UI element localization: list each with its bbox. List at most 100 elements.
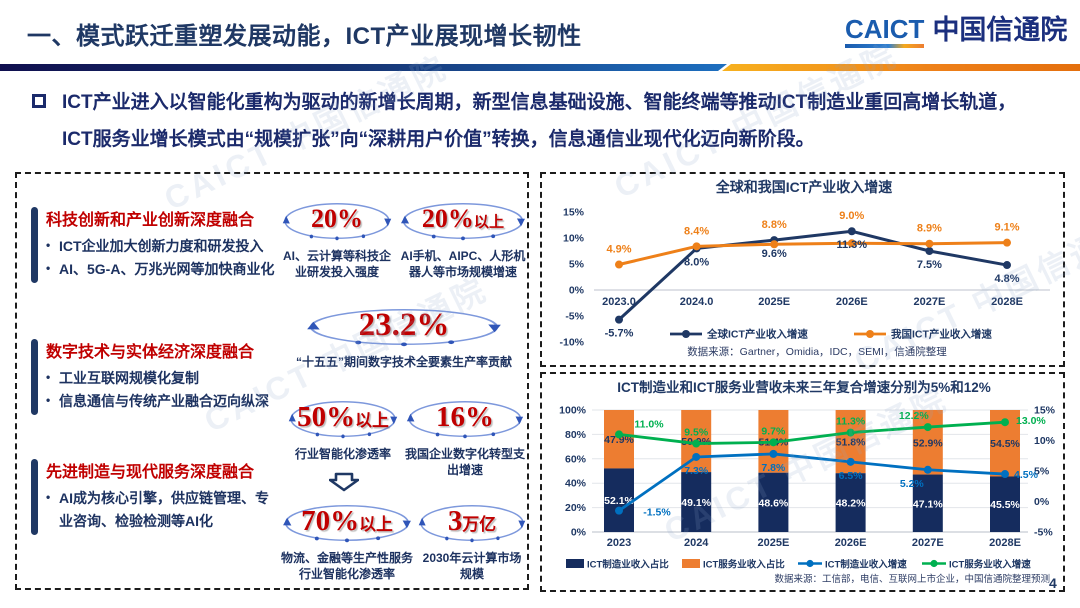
svg-text:9.5%: 9.5% xyxy=(684,427,709,439)
stat-caption: AI手机、AIPC、人形机器人等市场规模增速 xyxy=(400,249,526,280)
svg-text:数据来源：工信部，电信、互联网上市企业，中国信通院整理预测: 数据来源：工信部，电信、互联网上市企业，中国信通院整理预测 xyxy=(774,573,1050,585)
svg-text:47.9%: 47.9% xyxy=(604,434,634,446)
cycle-ellipse-icon xyxy=(288,400,398,439)
svg-text:7.8%: 7.8% xyxy=(761,462,786,474)
svg-text:20%: 20% xyxy=(565,502,587,514)
svg-text:全球和我国ICT产业收入增速: 全球和我国ICT产业收入增速 xyxy=(715,179,893,195)
fusion-sections: 科技创新和产业创新深度融合 • ICT企业加大创新力度和研发投入 • AI、5G-A… xyxy=(29,174,281,588)
intro-paragraph: ICT产业进入以智能化重构为驱动的新增长周期，新型信息基础设施、智能终端等推动I… xyxy=(30,84,1045,158)
page-title: 一、模式跃迁重塑发展动能，ICT产业展现增长韧性 xyxy=(27,23,582,50)
ict-structure-growth-chart: ICT制造业和ICT服务业营收未来三年复合增速分别为5%和12% 100% 80% 6… xyxy=(542,374,1063,590)
section-bullet: • ICT企业加大创新力度和研发投入 xyxy=(46,235,281,258)
svg-text:ICT制造业收入占比: ICT制造业收入占比 xyxy=(587,559,669,571)
svg-text:5.2%: 5.2% xyxy=(900,478,925,490)
bullet-text: 工业互联网规模化复制 xyxy=(59,370,199,386)
bullet-dot-icon: • xyxy=(46,490,51,504)
svg-text:10%: 10% xyxy=(1034,435,1056,447)
svg-text:4.5%: 4.5% xyxy=(1014,469,1039,481)
svg-text:-5.7%: -5.7% xyxy=(605,328,634,340)
caict-logo-text: CAICT xyxy=(845,14,925,44)
stat-caption: 2030年云计算市场规模 xyxy=(422,551,522,582)
cycle-ellipse-icon xyxy=(406,400,524,439)
svg-text:2027E: 2027E xyxy=(913,296,945,308)
svg-text:12.2%: 12.2% xyxy=(899,410,929,422)
svg-text:52.9%: 52.9% xyxy=(913,437,943,449)
cycle-ellipse-icon xyxy=(401,202,525,241)
cycle-ellipse-icon xyxy=(307,308,501,347)
bullet-dot-icon: • xyxy=(46,260,51,275)
svg-text:100%: 100% xyxy=(559,405,587,417)
caict-logo: CAICT 中国信通院 xyxy=(845,14,1068,48)
stat-cloud-market-size: 3万亿 2030年云计算市场规模 xyxy=(417,498,527,582)
caict-logo-cn-text: 中国信通院 xyxy=(932,15,1068,45)
svg-text:2025E: 2025E xyxy=(758,296,790,308)
svg-text:0%: 0% xyxy=(571,527,587,539)
svg-text:52.1%: 52.1% xyxy=(604,495,634,507)
svg-text:8.0%: 8.0% xyxy=(684,256,709,268)
svg-text:2026E: 2026E xyxy=(835,537,867,549)
bullet-dot-icon: • xyxy=(46,370,51,384)
svg-text:9.0%: 9.0% xyxy=(839,210,864,222)
svg-text:15%: 15% xyxy=(563,207,585,219)
section-tech-industry-fusion: 科技创新和产业创新深度融合 • ICT企业加大创新力度和研发投入 • AI、5G-A… xyxy=(29,206,281,284)
svg-text:0%: 0% xyxy=(1034,496,1050,508)
page-number: 4 xyxy=(1049,575,1057,591)
svg-text:8.9%: 8.9% xyxy=(917,223,942,235)
title-divider xyxy=(0,64,1080,71)
cycle-ellipse-icon xyxy=(283,504,411,543)
svg-text:7.5%: 7.5% xyxy=(917,259,942,271)
stat-caption: “十五五”期间数字技术全要素生产率贡献 xyxy=(295,355,512,369)
stat-caption: 物流、金融等生产性服务行业智能化渗透率 xyxy=(281,551,414,582)
caict-logo-underline xyxy=(845,44,925,48)
ict-structure-growth-panel: ICT制造业和ICT服务业营收未来三年复合增速分别为5%和12% 100% 80% 6… xyxy=(540,372,1065,592)
divider-blue-segment xyxy=(0,64,727,71)
svg-text:-5%: -5% xyxy=(1034,527,1053,539)
svg-text:9.6%: 9.6% xyxy=(762,248,787,260)
svg-text:11.0%: 11.0% xyxy=(634,418,664,430)
svg-text:8.4%: 8.4% xyxy=(684,225,709,237)
svg-text:2026E: 2026E xyxy=(836,296,868,308)
bullet-text: AI、5G-A、万兆光网等加快商业化 xyxy=(59,260,275,277)
section-digital-economy-fusion: 数字技术与实体经济深度融合 • 工业互联网规模化复制 • 信息通信与传统产业融合迈向… xyxy=(29,338,281,416)
stat-ai-device-growth: 20%以上 AI手机、AIPC、人形机器人等市场规模增速 xyxy=(399,196,527,280)
svg-text:7.3%: 7.3% xyxy=(684,465,709,477)
fusion-stats: 20% AI、云计算等科技企业研发投入强度 20%以上 AI手机、AIPC、人形… xyxy=(281,180,527,594)
svg-text:45.5%: 45.5% xyxy=(990,499,1020,511)
stat-rnd-intensity: 20% AI、云计算等科技企业研发投入强度 xyxy=(281,196,393,280)
svg-text:51.8%: 51.8% xyxy=(836,437,866,449)
svg-text:13.0%: 13.0% xyxy=(1016,415,1046,427)
intro-text: ICT产业进入以智能化重构为驱动的新增长周期，新型信息基础设施、智能终端等推动I… xyxy=(62,92,1017,151)
svg-text:0%: 0% xyxy=(569,285,585,297)
svg-text:48.2%: 48.2% xyxy=(836,498,866,510)
bullet-dot-icon: • xyxy=(46,392,51,407)
svg-text:我国ICT产业收入增速: 我国ICT产业收入增速 xyxy=(891,328,992,341)
section-bullet: • AI成为核心引擎，供应链管理、专业咨询、检验检测等AI化 xyxy=(46,487,281,532)
svg-text:49.1%: 49.1% xyxy=(681,497,711,509)
stat-digital-transform-spending: 16% 我国企业数字化转型支出增速 xyxy=(405,394,525,478)
cycle-ellipse-icon xyxy=(418,504,526,543)
fusion-highlights-panel: 科技创新和产业创新深度融合 • ICT企业加大创新力度和研发投入 • AI、5G-A… xyxy=(15,172,529,590)
bullet-dot-icon: • xyxy=(46,238,51,252)
svg-text:4.8%: 4.8% xyxy=(994,273,1019,285)
bullet-text: ICT企业加大创新力度和研发投入 xyxy=(59,238,264,254)
svg-text:数据来源：Gartner，Omidia，IDC，SEMI，信: 数据来源：Gartner，Omidia，IDC，SEMI，信通院整理 xyxy=(687,345,947,358)
bullet-text: 信息通信与传统产业融合迈向纵深 xyxy=(59,392,269,409)
svg-text:全球ICT产业收入增速: 全球ICT产业收入增速 xyxy=(706,328,808,341)
svg-text:10%: 10% xyxy=(563,233,585,245)
svg-text:2024: 2024 xyxy=(684,537,709,549)
svg-text:2023.0: 2023.0 xyxy=(602,296,636,308)
divider-orange-segment xyxy=(722,64,1080,71)
svg-text:2023: 2023 xyxy=(607,537,631,549)
svg-text:2028E: 2028E xyxy=(991,296,1023,308)
caict-logo-mark: CAICT xyxy=(845,14,925,48)
stat-caption: 行业智能化渗透率 xyxy=(294,447,391,461)
section-heading: 数字技术与实体经济深度融合 xyxy=(46,344,255,361)
svg-text:47.1%: 47.1% xyxy=(913,498,943,510)
section-heading: 科技创新和产业创新深度融合 xyxy=(46,212,255,229)
svg-text:9.7%: 9.7% xyxy=(761,425,786,437)
svg-text:ICT服务业收入增速: ICT服务业收入增速 xyxy=(949,559,1031,571)
svg-text:11.3%: 11.3% xyxy=(837,239,868,251)
svg-text:5%: 5% xyxy=(1034,466,1050,478)
svg-text:2024.0: 2024.0 xyxy=(680,296,714,308)
svg-text:9.1%: 9.1% xyxy=(994,222,1019,234)
